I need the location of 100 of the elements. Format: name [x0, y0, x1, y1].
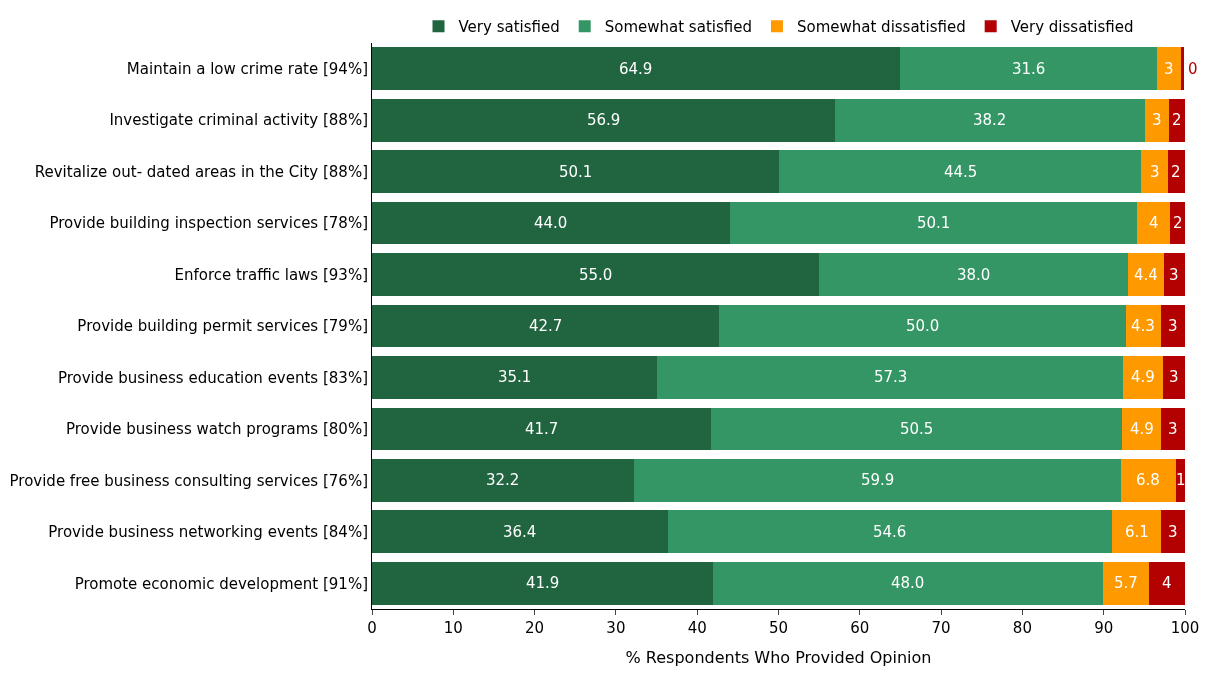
x-tick-label: 20 [525, 619, 545, 637]
data-label: 3 [1152, 111, 1162, 129]
y-tick-label: Provide business watch programs [80%] [65, 420, 368, 439]
bar [1160, 304, 1185, 348]
data-label: 31.6 [1012, 60, 1046, 78]
data-label: 4.9 [1131, 368, 1155, 386]
data-label: 6.8 [1136, 471, 1160, 489]
bar [1120, 459, 1177, 502]
data-label: 36.4 [503, 523, 537, 541]
data-label: 1 [1176, 471, 1186, 489]
data-label: 4 [1149, 214, 1159, 232]
data-label: 42.7 [529, 317, 563, 335]
data-label: 2 [1173, 214, 1183, 232]
bar [372, 407, 712, 451]
data-label: 50.1 [917, 214, 951, 232]
bar [1149, 561, 1185, 605]
data-label: 41.7 [525, 420, 559, 438]
data-label: 3 [1168, 523, 1178, 541]
data-label: 50.5 [900, 420, 934, 438]
x-tick-label: 90 [1094, 619, 1114, 637]
x-tick-label: 70 [931, 619, 951, 637]
data-label: 3 [1169, 266, 1179, 284]
bar [372, 98, 835, 142]
data-label: 57.3 [874, 368, 908, 386]
data-label: 41.9 [526, 574, 560, 592]
bar [719, 304, 1126, 348]
data-label: 4 [1162, 574, 1172, 592]
y-tick-label: Provide free business consulting services [76%] [9, 471, 368, 490]
data-label: 5.7 [1114, 574, 1138, 592]
y-tick-label: Investigate criminal activity [88%] [109, 111, 368, 130]
bar [372, 150, 780, 193]
bar [372, 304, 720, 348]
bar [1123, 356, 1164, 399]
bar [834, 98, 1146, 142]
bar [372, 47, 900, 91]
data-label: 6.1 [1125, 523, 1149, 541]
bar [1170, 201, 1185, 245]
x-tick-label: 100 [1170, 619, 1200, 637]
x-tick-label: 40 [687, 619, 707, 637]
bar [1145, 98, 1169, 142]
data-label: 3 [1168, 317, 1178, 335]
bar [372, 356, 658, 399]
y-tick-label: Enforce traffic laws [93%] [174, 265, 368, 284]
bar [1167, 150, 1185, 193]
bar [1163, 356, 1185, 399]
x-axis-title: % Respondents Who Provided Opinion [625, 647, 932, 667]
bar [1161, 510, 1185, 554]
data-label: 48.0 [891, 574, 925, 592]
legend-label: Very dissatisfied [1010, 18, 1134, 37]
x-tick-label: 80 [1012, 619, 1032, 637]
data-label: 2 [1172, 111, 1182, 129]
bar [1141, 150, 1168, 193]
data-label: 56.9 [587, 111, 621, 129]
bar [1125, 304, 1161, 348]
bar [779, 150, 1142, 193]
data-label: 0 [1188, 60, 1198, 78]
bar [1111, 510, 1162, 554]
legend-label: Somewhat dissatisfied [796, 18, 966, 37]
y-tick-label: Maintain a low crime rate [94%] [126, 59, 368, 78]
data-label: 4.4 [1134, 266, 1158, 284]
data-label: 38.0 [957, 266, 991, 284]
bar [1168, 98, 1185, 142]
data-label: 32.2 [486, 471, 520, 489]
x-tick-label: 50 [768, 619, 789, 637]
bar [711, 407, 1122, 451]
legend-label: Very satisfied [458, 18, 560, 37]
data-label: 50.0 [906, 317, 940, 335]
bar [1176, 459, 1185, 502]
y-tick-label: Provide business education events [83%] [57, 368, 368, 387]
data-label: 4.3 [1131, 317, 1155, 335]
bar [1156, 47, 1181, 91]
data-label: 3 [1164, 60, 1174, 78]
x-tick-label: 60 [850, 619, 870, 637]
bar [372, 253, 820, 296]
bar [729, 201, 1138, 245]
data-label: 2 [1171, 163, 1181, 181]
data-label: 35.1 [498, 368, 532, 386]
bar [1102, 561, 1150, 605]
data-label: 3 [1168, 420, 1178, 438]
data-label: 64.9 [619, 60, 653, 78]
bar [899, 47, 1157, 91]
bar [819, 253, 1129, 296]
bar [372, 561, 713, 605]
data-label: 44.5 [944, 163, 978, 181]
bar [1161, 407, 1185, 451]
bar [712, 561, 1103, 605]
data-label: 54.6 [873, 523, 907, 541]
bar [667, 510, 1112, 554]
data-label: 3 [1150, 163, 1160, 181]
data-label: 55.0 [579, 266, 613, 284]
y-tick-label: Provide building permit services [79%] [77, 317, 368, 336]
data-label: 50.1 [559, 163, 593, 181]
bar [1180, 47, 1185, 91]
data-label: 38.2 [973, 111, 1007, 129]
bar [1128, 253, 1164, 296]
x-tick-label: 10 [443, 619, 463, 637]
y-tick-label: Promote economic development [91%] [74, 574, 368, 593]
data-label: 44.0 [534, 214, 568, 232]
bar [1163, 253, 1185, 296]
bar [1137, 201, 1171, 245]
